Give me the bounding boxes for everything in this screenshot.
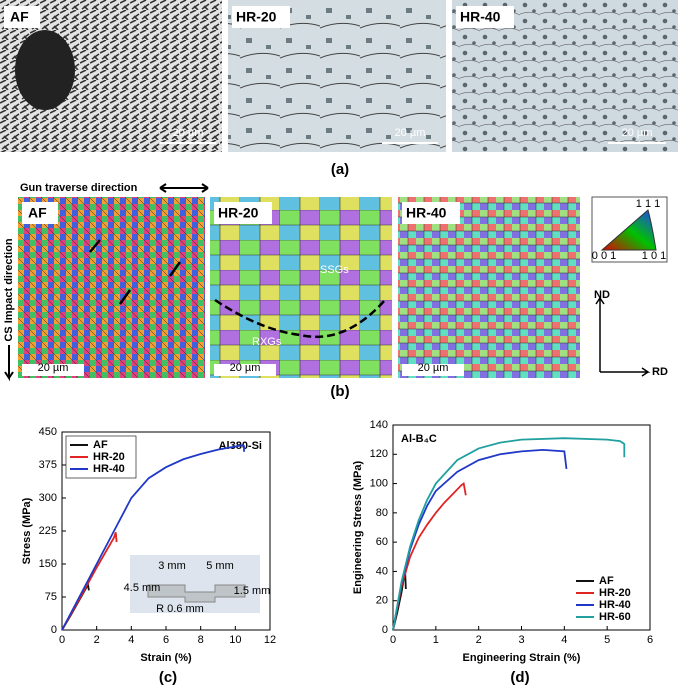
axis-name: RD bbox=[652, 366, 668, 378]
arrow bbox=[89, 239, 182, 305]
x-tick-label: 1 bbox=[433, 634, 439, 646]
direction-label: CS Impact direction bbox=[3, 238, 15, 342]
axis-name: ND bbox=[594, 289, 610, 301]
region-label: RXGs bbox=[252, 336, 282, 348]
y-tick-label: 140 bbox=[370, 419, 388, 431]
legend-label: HR-20 bbox=[93, 451, 125, 463]
series-line bbox=[392, 437, 626, 631]
y-tick-label: 60 bbox=[376, 536, 388, 548]
panel-label: HR-20 bbox=[218, 205, 259, 221]
direction-arrow bbox=[4, 345, 14, 382]
x-tick-label: 12 bbox=[264, 634, 276, 646]
scale-box bbox=[214, 364, 276, 376]
figure-label: (c) bbox=[159, 669, 177, 686]
y-tick-label: 0 bbox=[51, 624, 57, 636]
annotation: 3 mm bbox=[158, 560, 186, 572]
ebsd-map bbox=[398, 197, 580, 378]
annotation: R 0.6 mm bbox=[156, 603, 204, 615]
scale-label: 20 µm bbox=[395, 127, 426, 139]
x-axis-label: Engineering Strain (%) bbox=[463, 652, 581, 664]
label-box bbox=[232, 6, 290, 28]
annotation: 1.5 mm bbox=[234, 585, 271, 597]
scale-label: 20 µm bbox=[418, 362, 449, 374]
y-tick-label: 120 bbox=[370, 448, 388, 460]
scale-label: 20 µm bbox=[38, 362, 69, 374]
ipf-key bbox=[591, 196, 668, 263]
label-box bbox=[4, 6, 40, 28]
scale-box bbox=[22, 364, 84, 376]
direction-arrow bbox=[159, 183, 209, 193]
legend-label: AF bbox=[599, 575, 614, 587]
series-line bbox=[392, 482, 467, 631]
panel-label: HR-40 bbox=[460, 9, 501, 25]
specimen bbox=[147, 584, 246, 603]
figure-label: (d) bbox=[510, 669, 529, 686]
chart-title: Al-B₄C bbox=[401, 433, 437, 445]
x-tick-label: 2 bbox=[476, 634, 482, 646]
annotation: 4.5 mm bbox=[124, 582, 161, 594]
scale-label: 20 µm bbox=[173, 127, 204, 139]
y-tick-label: 450 bbox=[39, 426, 57, 438]
x-tick-label: 0 bbox=[390, 634, 396, 646]
panel-label: HR-20 bbox=[236, 9, 277, 25]
series-line bbox=[61, 444, 245, 631]
legend-label: HR-20 bbox=[599, 587, 631, 599]
label-box bbox=[214, 202, 272, 224]
y-tick-label: 225 bbox=[39, 525, 57, 537]
x-tick-label: 4 bbox=[561, 634, 567, 646]
annotation: 5 mm bbox=[206, 560, 234, 572]
ipf-label: 1 1 1 bbox=[636, 198, 660, 210]
ebsd-map bbox=[18, 197, 205, 378]
x-tick-label: 10 bbox=[229, 634, 241, 646]
pore bbox=[15, 30, 75, 110]
label-box bbox=[22, 202, 58, 224]
y-tick-label: 75 bbox=[45, 591, 57, 603]
scale-label: 20 µm bbox=[230, 362, 261, 374]
legend-label: HR-40 bbox=[599, 599, 631, 611]
y-tick-label: 375 bbox=[39, 459, 57, 471]
panel-label: AF bbox=[28, 205, 47, 221]
panel-label: HR-40 bbox=[406, 205, 447, 221]
x-axis-label: Strain (%) bbox=[140, 652, 192, 664]
inset bbox=[130, 555, 260, 613]
x-tick-label: 3 bbox=[518, 634, 524, 646]
axes-arrow bbox=[595, 295, 651, 377]
x-tick-label: 6 bbox=[163, 634, 169, 646]
legend-label: HR-40 bbox=[93, 463, 125, 475]
scale-label: 20 µm bbox=[622, 127, 653, 139]
figure-label: (a) bbox=[331, 161, 349, 178]
y-tick-label: 300 bbox=[39, 492, 57, 504]
ipf-label: 0 0 1 bbox=[592, 250, 616, 262]
y-tick-label: 150 bbox=[39, 558, 57, 570]
figure-label: (b) bbox=[330, 383, 349, 400]
scale-box bbox=[402, 364, 464, 376]
panel-label: AF bbox=[10, 9, 29, 25]
direction-label: Gun traverse direction bbox=[20, 182, 138, 194]
y-tick-label: 0 bbox=[382, 624, 388, 636]
x-tick-label: 6 bbox=[647, 634, 653, 646]
label-box bbox=[402, 202, 460, 224]
legend-label: HR-60 bbox=[599, 611, 631, 623]
series-line bbox=[392, 448, 568, 631]
y-tick-label: 100 bbox=[370, 477, 388, 489]
x-tick-label: 2 bbox=[94, 634, 100, 646]
y-tick-label: 40 bbox=[376, 565, 388, 577]
y-axis-label: Stress (MPa) bbox=[21, 497, 33, 564]
boundary bbox=[214, 298, 386, 339]
label-box bbox=[456, 6, 514, 28]
region-label: SSGs bbox=[320, 264, 349, 276]
x-tick-label: 0 bbox=[59, 634, 65, 646]
y-tick-label: 80 bbox=[376, 507, 388, 519]
legend-label: AF bbox=[93, 439, 108, 451]
y-axis-label: Engineering Stress (MPa) bbox=[352, 461, 364, 595]
x-tick-label: 5 bbox=[604, 634, 610, 646]
ebsd-map bbox=[210, 197, 392, 378]
ipf-triangle bbox=[600, 209, 657, 251]
x-tick-label: 8 bbox=[198, 634, 204, 646]
y-tick-label: 20 bbox=[376, 595, 388, 607]
ipf-label: 1 0 1 bbox=[642, 250, 666, 262]
x-tick-label: 4 bbox=[128, 634, 134, 646]
